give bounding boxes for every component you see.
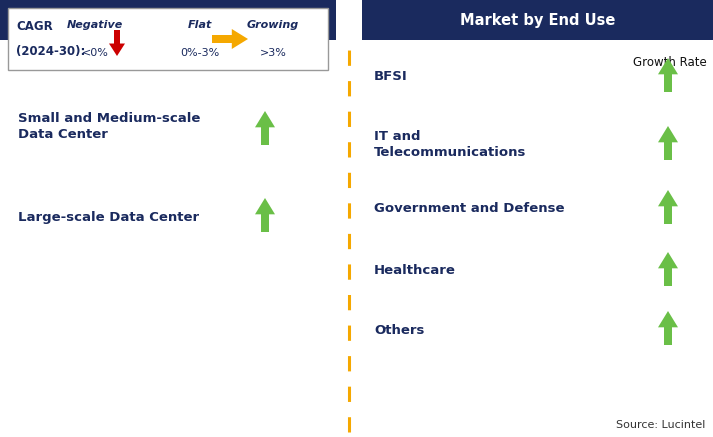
- Polygon shape: [665, 206, 672, 224]
- Text: Market by End Use: Market by End Use: [460, 13, 615, 28]
- Text: Growth Rate: Growth Rate: [633, 55, 707, 69]
- Polygon shape: [658, 58, 678, 74]
- Text: BFSI: BFSI: [374, 70, 408, 83]
- Polygon shape: [109, 44, 125, 56]
- Polygon shape: [296, 45, 302, 58]
- Text: Small and Medium-scale
Data Center: Small and Medium-scale Data Center: [18, 112, 200, 142]
- Text: 0%-3%: 0%-3%: [180, 48, 220, 58]
- Text: Growing: Growing: [247, 20, 299, 30]
- Text: IT and
Telecommunications: IT and Telecommunications: [374, 131, 526, 160]
- Text: Market by Size of Data Center: Market by Size of Data Center: [43, 13, 292, 28]
- Polygon shape: [658, 126, 678, 142]
- Text: Healthcare: Healthcare: [374, 264, 456, 277]
- Text: <0%: <0%: [81, 48, 108, 58]
- Polygon shape: [212, 35, 232, 43]
- Text: Growth Rate: Growth Rate: [233, 55, 307, 69]
- Polygon shape: [261, 214, 269, 232]
- Text: Source: Lucintel: Source: Lucintel: [615, 420, 705, 430]
- Text: CAGR: CAGR: [16, 20, 53, 32]
- Text: Negative: Negative: [67, 20, 123, 30]
- Text: Flat: Flat: [188, 20, 212, 30]
- FancyBboxPatch shape: [8, 8, 328, 70]
- Polygon shape: [255, 198, 275, 214]
- Polygon shape: [255, 111, 275, 127]
- Polygon shape: [665, 327, 672, 345]
- Text: >3%: >3%: [260, 48, 287, 58]
- Polygon shape: [665, 142, 672, 160]
- Polygon shape: [291, 32, 307, 45]
- Polygon shape: [658, 311, 678, 327]
- Polygon shape: [232, 29, 248, 49]
- Text: (2024-30):: (2024-30):: [16, 45, 86, 59]
- Text: Government and Defense: Government and Defense: [374, 202, 565, 215]
- Text: Others: Others: [374, 323, 424, 336]
- Polygon shape: [665, 74, 672, 92]
- Polygon shape: [114, 30, 120, 44]
- Polygon shape: [658, 252, 678, 268]
- Polygon shape: [665, 268, 672, 286]
- FancyBboxPatch shape: [362, 0, 713, 40]
- FancyBboxPatch shape: [0, 0, 336, 40]
- Text: Large-scale Data Center: Large-scale Data Center: [18, 211, 199, 223]
- Polygon shape: [658, 190, 678, 206]
- Polygon shape: [261, 127, 269, 145]
